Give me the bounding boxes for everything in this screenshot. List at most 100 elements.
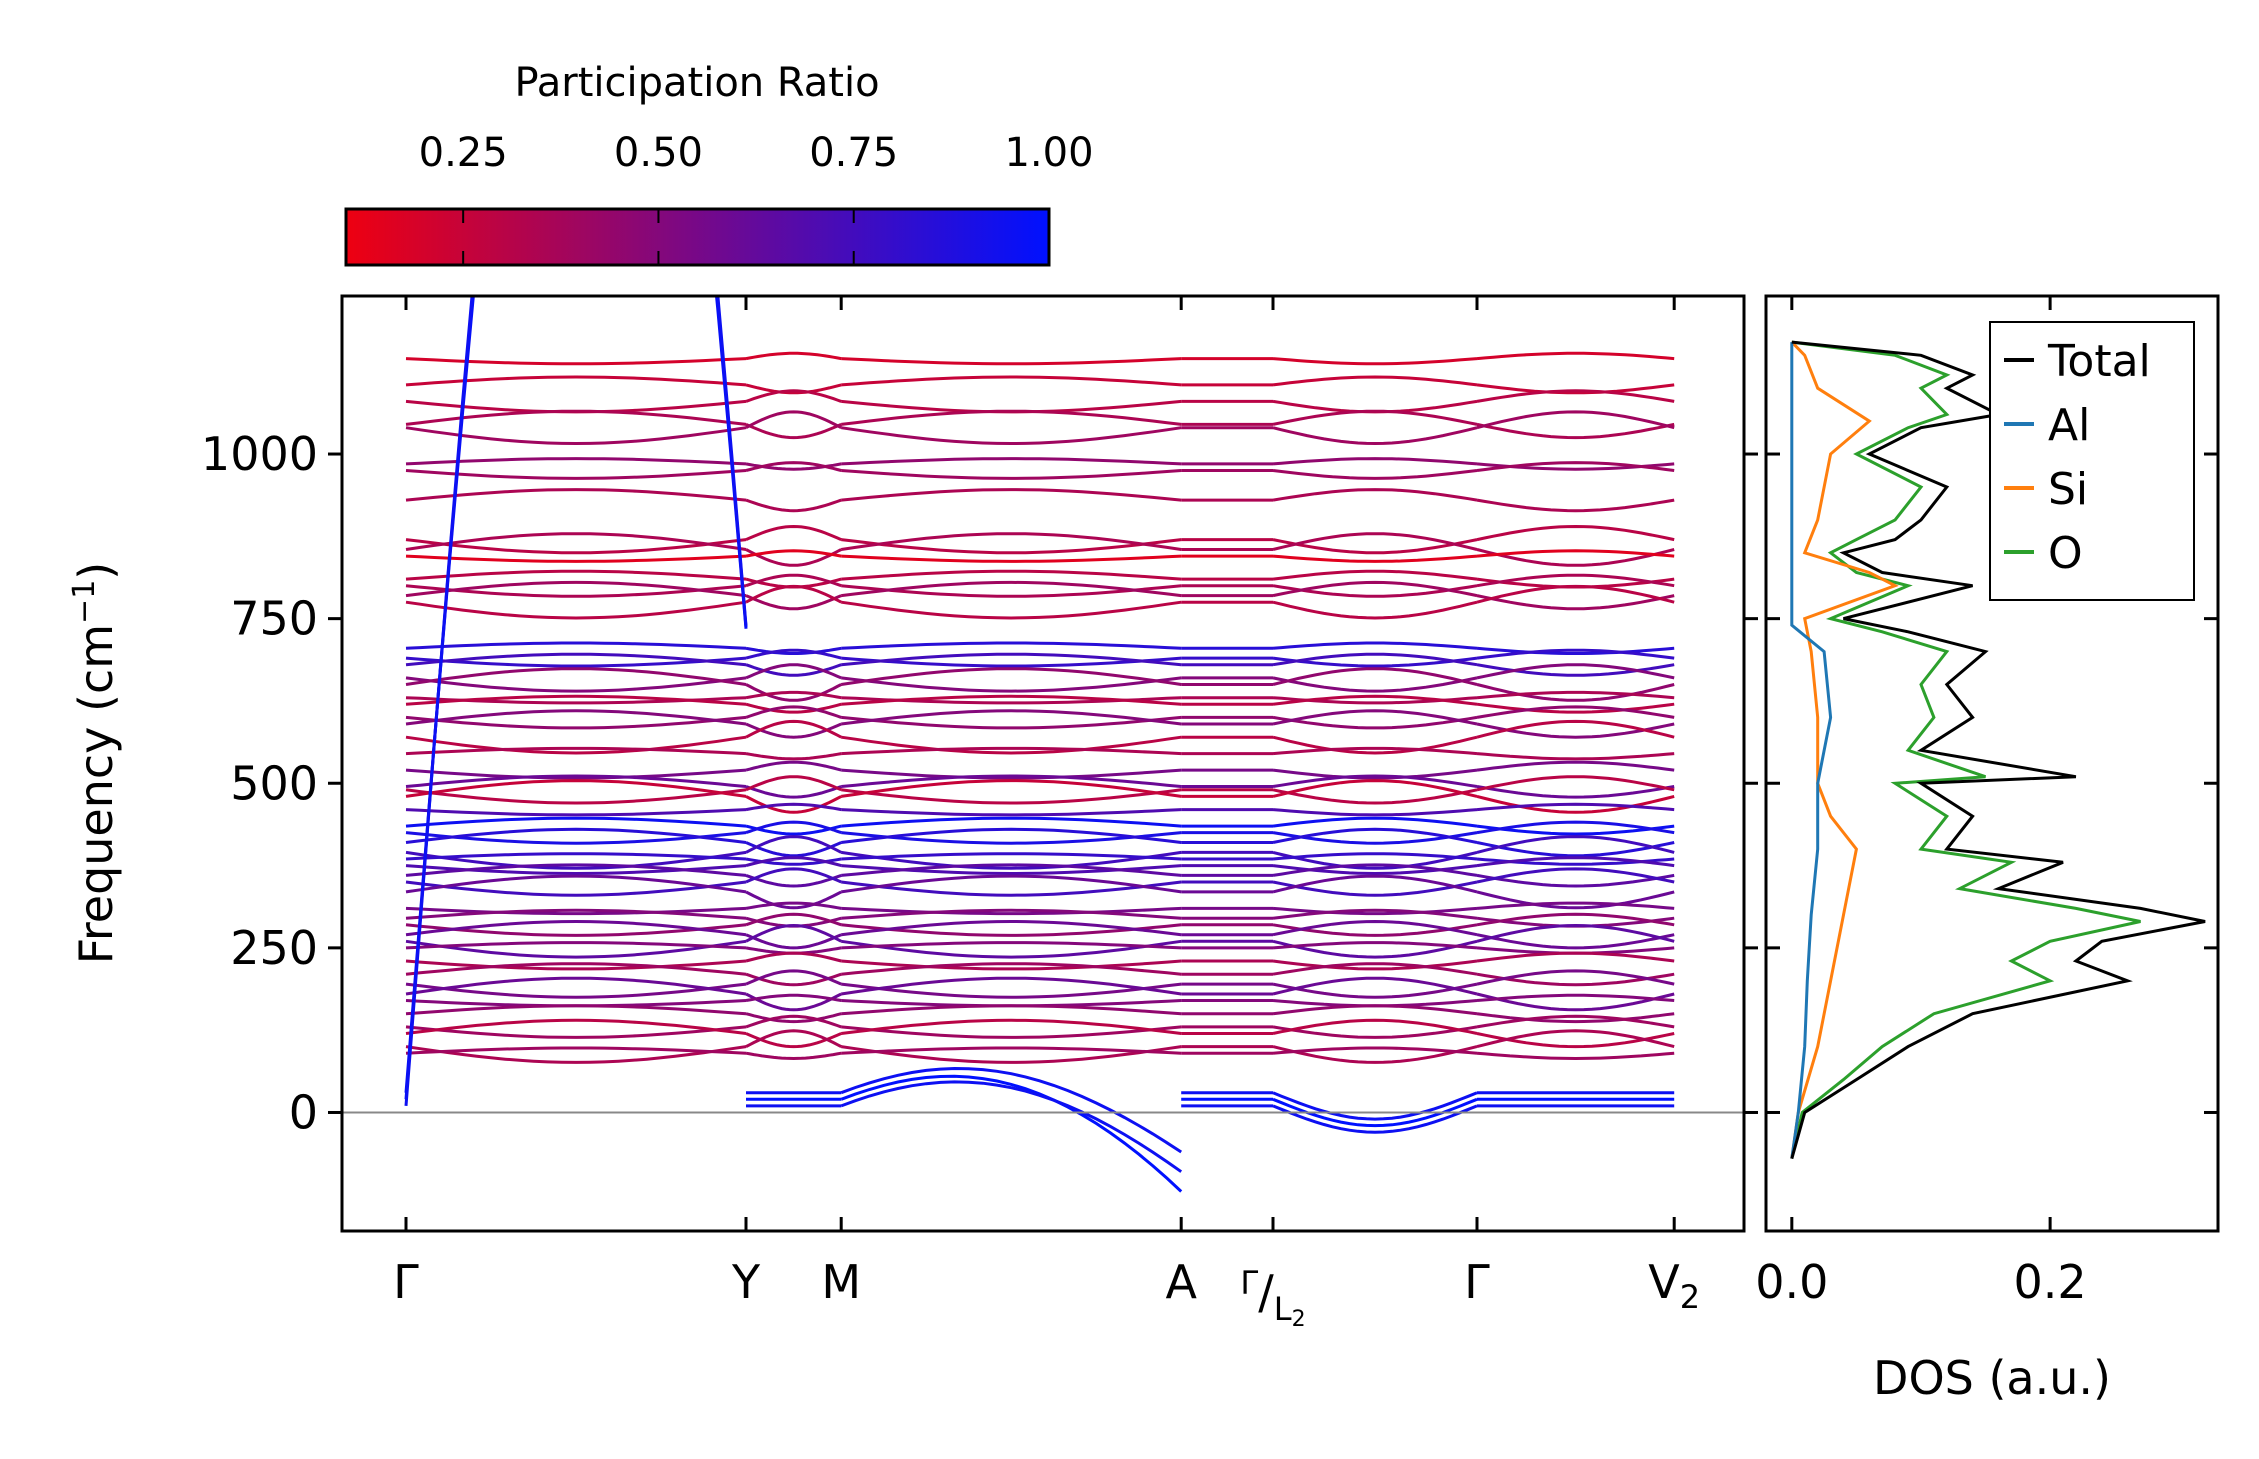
phonon-band — [745, 389, 842, 403]
colorbar-tick-label: 0.50 — [614, 130, 703, 176]
phonon-band — [745, 549, 842, 558]
phonon-band — [841, 808, 1182, 817]
phonon-band — [405, 923, 747, 937]
phonon-band — [840, 976, 1182, 996]
colorbar-tick-label: 1.00 — [1004, 130, 1093, 176]
phonon-band — [745, 351, 842, 361]
phonon-band — [841, 788, 1182, 805]
phonon-band — [405, 375, 747, 387]
phonon-band — [405, 850, 747, 870]
phonon-band — [405, 1018, 747, 1035]
phonon-band — [1476, 1012, 1675, 1024]
phonon-band — [745, 646, 842, 655]
phonon-band — [841, 1004, 1182, 1016]
phonon-band — [405, 808, 747, 817]
phonon-band — [1476, 461, 1675, 472]
phonon-band — [1272, 457, 1478, 466]
phonon-band — [1272, 652, 1478, 667]
kpoint-label-part: Γ — [1240, 1264, 1258, 1302]
phonon-band — [1272, 580, 1478, 598]
phonon-band — [840, 532, 1182, 551]
phonon-band — [745, 775, 842, 792]
phonon-band — [405, 457, 747, 466]
colorbar-ticks: 0.25 0.50 0.75 1.00 — [419, 130, 1094, 265]
phonon-band — [841, 709, 1182, 726]
phonon-band — [405, 709, 747, 726]
phonon-band — [405, 532, 747, 551]
phonon-band — [1272, 774, 1478, 788]
phonon-band — [1476, 389, 1675, 403]
kpoint-label: M — [821, 1255, 861, 1309]
phonon-band — [1272, 788, 1478, 805]
phonon-band — [1272, 409, 1478, 426]
phonon-band — [1272, 850, 1478, 870]
phonon-band — [405, 1045, 747, 1064]
phonon-band — [841, 375, 1182, 387]
phonon-band — [404, 296, 748, 1107]
phonon-band — [405, 779, 747, 798]
phonon-band — [745, 423, 842, 440]
phonon-band — [841, 941, 1182, 950]
phonon-band — [405, 982, 747, 999]
kpoint-label: Γ/L2 — [1240, 1264, 1305, 1332]
kpoint-label: A — [1165, 1255, 1197, 1309]
phonon-band — [841, 357, 1182, 366]
phonon-band — [840, 850, 1182, 870]
phonon-band — [405, 959, 747, 971]
phonon-band — [405, 919, 747, 937]
phonon-band — [1272, 939, 1478, 959]
phonon-band — [1476, 549, 1675, 558]
phonon-band — [405, 488, 747, 502]
phonon-band — [1476, 933, 1675, 950]
frequency-axis-title-superscript: −1 — [67, 580, 102, 624]
kpoint-label-subscript: 2 — [1680, 1278, 1700, 1316]
phonon-band — [1272, 919, 1478, 937]
frequency-tick-label: 1000 — [201, 427, 318, 481]
phonon-band — [1476, 351, 1675, 361]
phonon-band — [405, 746, 747, 756]
phonon-band — [405, 788, 747, 805]
phonon-band — [1476, 646, 1675, 655]
phonon-band — [841, 469, 1182, 480]
phonon-band — [1272, 976, 1478, 996]
phonon-band — [841, 959, 1182, 971]
phonon-band — [1272, 656, 1478, 668]
phonon-band — [1476, 841, 1675, 858]
phonon-band — [745, 683, 842, 702]
phonon-band — [1476, 548, 1675, 567]
dos-tick-label: 0.0 — [1755, 1255, 1828, 1309]
phonon-band — [1272, 1046, 1478, 1055]
colorbar-tick-label: 0.75 — [809, 130, 898, 176]
phonon-band — [405, 941, 747, 950]
phonon-band — [405, 831, 747, 845]
phonon-band — [841, 816, 1182, 828]
phonon-band — [745, 594, 842, 611]
phonon-band — [745, 498, 842, 513]
frequency-axis-title: Frequency (cm−1) — [67, 562, 123, 965]
phonon-band — [1476, 422, 1675, 440]
phonon-band — [745, 951, 842, 963]
phonon-band — [1476, 690, 1675, 700]
phonon-band — [841, 880, 1182, 897]
phonon-band — [1272, 923, 1478, 937]
phonon-band — [1272, 538, 1478, 555]
phonon-band — [1476, 663, 1675, 680]
phonon-band — [1476, 498, 1675, 513]
phonon-band — [745, 410, 842, 430]
phonon-band — [745, 719, 842, 739]
phonon-band — [745, 461, 842, 472]
phonon-band — [405, 656, 747, 668]
phonon-band — [841, 1025, 1182, 1039]
legend-label: O — [2048, 528, 2083, 579]
phonon-band — [1272, 908, 1478, 920]
phonon-band — [1272, 694, 1478, 706]
phonon-band — [1272, 667, 1478, 686]
phonon-band — [1272, 746, 1478, 756]
phonon-band — [405, 600, 747, 620]
phonon-band — [405, 667, 747, 686]
phonon-band — [841, 863, 1182, 877]
phonon-band — [841, 676, 1182, 693]
phonon-band — [405, 774, 747, 788]
phonon-band — [1476, 524, 1675, 542]
phonon-band — [841, 457, 1182, 466]
